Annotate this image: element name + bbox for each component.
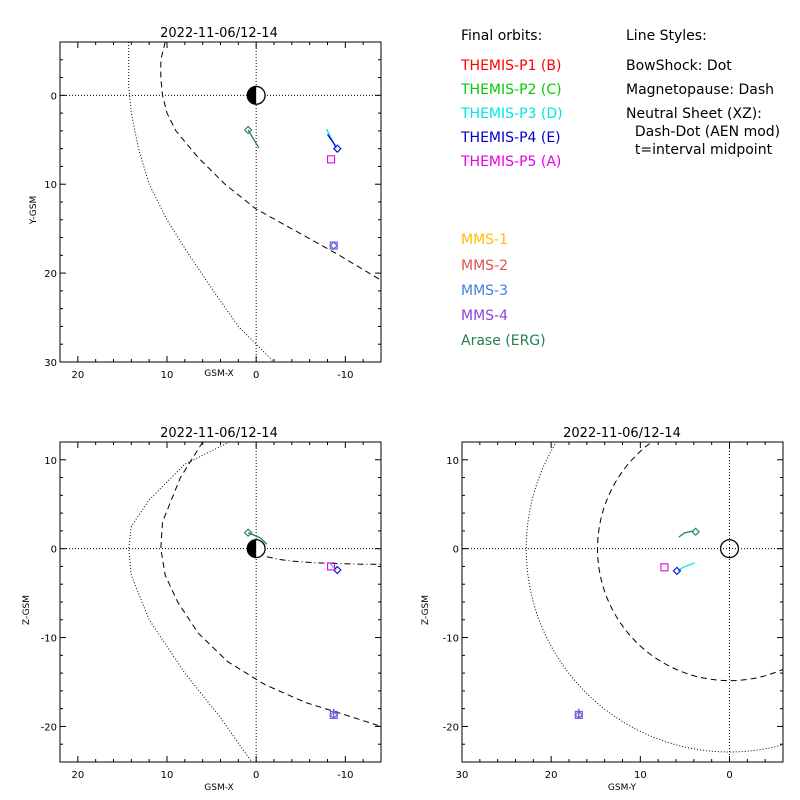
x-axis-label: GSM-Y [608, 783, 637, 793]
orbit-track [329, 563, 337, 571]
x-tick-label: 0 [253, 770, 259, 781]
x-tick-label: 30 [456, 770, 469, 781]
orbit-track [247, 129, 260, 149]
x-tick-label: -10 [337, 370, 353, 381]
x-tick-label: 20 [71, 770, 84, 781]
marker-diamond [333, 144, 342, 153]
neutral-sheet-curve [266, 556, 381, 565]
y-tick-label: 20 [44, 269, 57, 280]
x-tick-label: 0 [253, 370, 259, 381]
legend-item-mms-2: MMS-2 [461, 258, 508, 274]
x-tick-label: 20 [545, 770, 558, 781]
plot-area [60, 442, 381, 762]
orbit-track [326, 134, 337, 147]
marker-diamond [329, 241, 339, 250]
earth-night-side [247, 539, 257, 558]
plot-frame [59, 41, 382, 363]
plot-area [60, 42, 381, 362]
line-style-neutral-sheet-detail: Dash-Dot (AEN mod) [626, 124, 780, 140]
marker-square [327, 562, 336, 571]
earth-symbol [719, 539, 740, 559]
bow-shock-curve [128, 442, 253, 762]
marker-square [327, 155, 336, 164]
y-tick-label: -10 [41, 634, 57, 645]
x-tick-label: 10 [161, 770, 174, 781]
y-tick-label: 10 [446, 456, 459, 467]
legend: Final orbits: Line Styles: THEMIS-P1 (B)… [460, 28, 780, 349]
y-axis-label: Z-GSM [421, 595, 431, 625]
legend-item-themis-p4: THEMIS-P4 (E) [460, 130, 561, 146]
x-tick-label: -10 [337, 770, 353, 781]
magnetopause-curve [597, 442, 783, 682]
plot-frame [461, 441, 784, 763]
marker-diamond [243, 528, 253, 537]
panel-title: 2022-11-06/12-14 [563, 426, 681, 441]
marker-diamond [243, 125, 253, 135]
legend-item-themis-p5: THEMIS-P5 (A) [460, 154, 561, 170]
line-style-magnetopause: Magnetopause: Dash [626, 82, 774, 98]
x-tick-label: 10 [634, 770, 647, 781]
y-axis-label: Z-GSM [22, 595, 32, 625]
orbit-track [678, 530, 694, 538]
marker-diamond [329, 241, 339, 250]
x-tick-label: 10 [161, 370, 174, 381]
earth-night-side [247, 86, 257, 105]
panel-title: 2022-11-06/12-14 [160, 426, 278, 441]
plot-area [462, 442, 783, 762]
y-axis-label: Y-GSM [29, 196, 39, 225]
orbit-track [247, 532, 268, 545]
y-tick-label: 10 [44, 180, 57, 191]
legend-item-arase: Arase (ERG) [461, 333, 546, 349]
orbit-track [677, 562, 695, 572]
marker-square [660, 563, 669, 572]
legend-item-mms-4: MMS-4 [461, 308, 508, 324]
x-axis-label: GSM-X [204, 369, 233, 379]
line-style-neutral-sheet: Neutral Sheet (XZ): [626, 106, 762, 122]
y-tick-label: 0 [453, 545, 459, 556]
marker-diamond [574, 710, 584, 720]
x-axis-label: GSM-X [204, 783, 233, 793]
magnetopause-curve [160, 442, 381, 727]
legend-item-themis-p2: THEMIS-P2 (C) [460, 82, 562, 98]
x-tick-label: 0 [726, 770, 732, 781]
y-tick-label: -20 [41, 722, 57, 733]
marker-diamond [329, 710, 339, 720]
legend-item-themis-p1: THEMIS-P1 (B) [460, 58, 561, 74]
y-tick-label: -10 [443, 634, 459, 645]
panel-yz: 2022-11-06/12-14 GSM-Y Z-GSM 30 20 10 0 10 0 -… [421, 426, 784, 793]
y-tick-label: 10 [44, 456, 57, 467]
legend-title: Final orbits: [461, 28, 542, 44]
y-tick-label: -20 [443, 722, 459, 733]
line-style-time-note: t=interval midpoint [626, 142, 773, 158]
panel-title: 2022-11-06/12-14 [160, 26, 278, 41]
marker-diamond [672, 566, 682, 576]
plot-frame [59, 441, 382, 763]
marker-square [329, 241, 338, 250]
panel-xz: 2022-11-06/12-14 GSM-X Z-GSM 20 10 0 -10 10 0… [22, 426, 382, 793]
y-tick-label: 30 [44, 358, 57, 369]
magnetopause-curve [160, 42, 381, 281]
legend-item-themis-p3: THEMIS-P3 (D) [460, 106, 563, 122]
y-tick-label: 0 [51, 91, 57, 102]
line-style-bowshock: BowShock: Dot [626, 58, 732, 74]
legend-item-mms-1: MMS-1 [461, 232, 508, 248]
legend-item-mms-3: MMS-3 [461, 283, 508, 299]
marker-diamond [691, 527, 700, 537]
panel-xy: 2022-11-06/12-14 GSM-X Y-GSM 20 10 0 -10 0 10… [29, 26, 382, 381]
line-styles-title: Line Styles: [626, 28, 707, 44]
x-tick-label: 20 [71, 370, 84, 381]
y-tick-label: 0 [51, 545, 57, 556]
